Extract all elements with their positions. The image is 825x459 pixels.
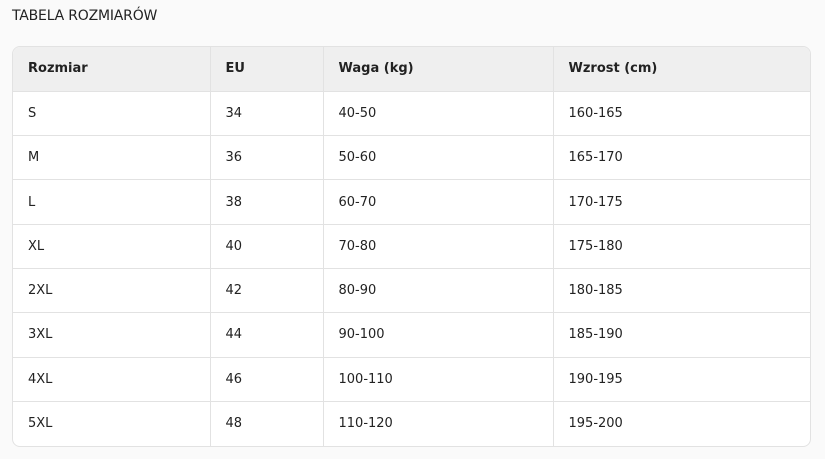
table-cell: S — [13, 91, 211, 137]
table-row: 4XL 46 100-110 190-195 — [13, 357, 810, 402]
column-header: EU — [210, 47, 324, 92]
table-cell: 40-50 — [323, 91, 554, 137]
table-cell: 48 — [210, 401, 324, 446]
table-cell: 70-80 — [323, 224, 554, 269]
table-cell: 46 — [210, 357, 324, 402]
page-title: TABELA ROZMIARÓW — [12, 8, 158, 24]
table-row: S 34 40-50 160-165 — [13, 91, 810, 137]
table-cell: M — [13, 135, 211, 181]
table-row: 5XL 48 110-120 195-200 — [13, 401, 810, 446]
table-cell: 36 — [210, 135, 324, 181]
table-cell: 175-180 — [553, 224, 810, 269]
size-table-container: Rozmiar EU Waga (kg) Wzrost (cm) S 34 40-50 16… — [12, 46, 811, 447]
table-cell: 5XL — [13, 401, 211, 446]
table-cell: 90-100 — [323, 312, 554, 358]
column-header: Waga (kg) — [323, 47, 554, 92]
table-header-row: Rozmiar EU Waga (kg) Wzrost (cm) — [13, 47, 810, 92]
table-row: 2XL 42 80-90 180-185 — [13, 268, 810, 314]
table-cell: 2XL — [13, 268, 211, 314]
table-cell: 160-165 — [553, 91, 810, 137]
table-cell: 34 — [210, 91, 324, 137]
table-row: M 36 50-60 165-170 — [13, 135, 810, 181]
table-cell: 50-60 — [323, 135, 554, 181]
table-cell: 80-90 — [323, 268, 554, 314]
column-header: Rozmiar — [13, 47, 211, 92]
table-cell: 60-70 — [323, 179, 554, 225]
table-cell: 170-175 — [553, 179, 810, 225]
table-cell: 40 — [210, 224, 324, 269]
table-cell: 4XL — [13, 357, 211, 402]
table-row: XL 40 70-80 175-180 — [13, 224, 810, 269]
table-row: L 38 60-70 170-175 — [13, 179, 810, 225]
table-cell: 190-195 — [553, 357, 810, 402]
table-cell: 180-185 — [553, 268, 810, 314]
table-row: 3XL 44 90-100 185-190 — [13, 312, 810, 358]
table-cell: 185-190 — [553, 312, 810, 358]
table-cell: 110-120 — [323, 401, 554, 446]
table-cell: 3XL — [13, 312, 211, 358]
table-cell: 100-110 — [323, 357, 554, 402]
column-header: Wzrost (cm) — [553, 47, 810, 92]
size-table: Rozmiar EU Waga (kg) Wzrost (cm) S 34 40-50 16… — [13, 47, 810, 446]
table-cell: 38 — [210, 179, 324, 225]
table-cell: L — [13, 179, 211, 225]
table-cell: 165-170 — [553, 135, 810, 181]
table-cell: 195-200 — [568, 416, 623, 432]
table-cell: 44 — [210, 312, 324, 358]
table-cell: 42 — [210, 268, 324, 314]
table-cell: XL — [13, 224, 211, 269]
